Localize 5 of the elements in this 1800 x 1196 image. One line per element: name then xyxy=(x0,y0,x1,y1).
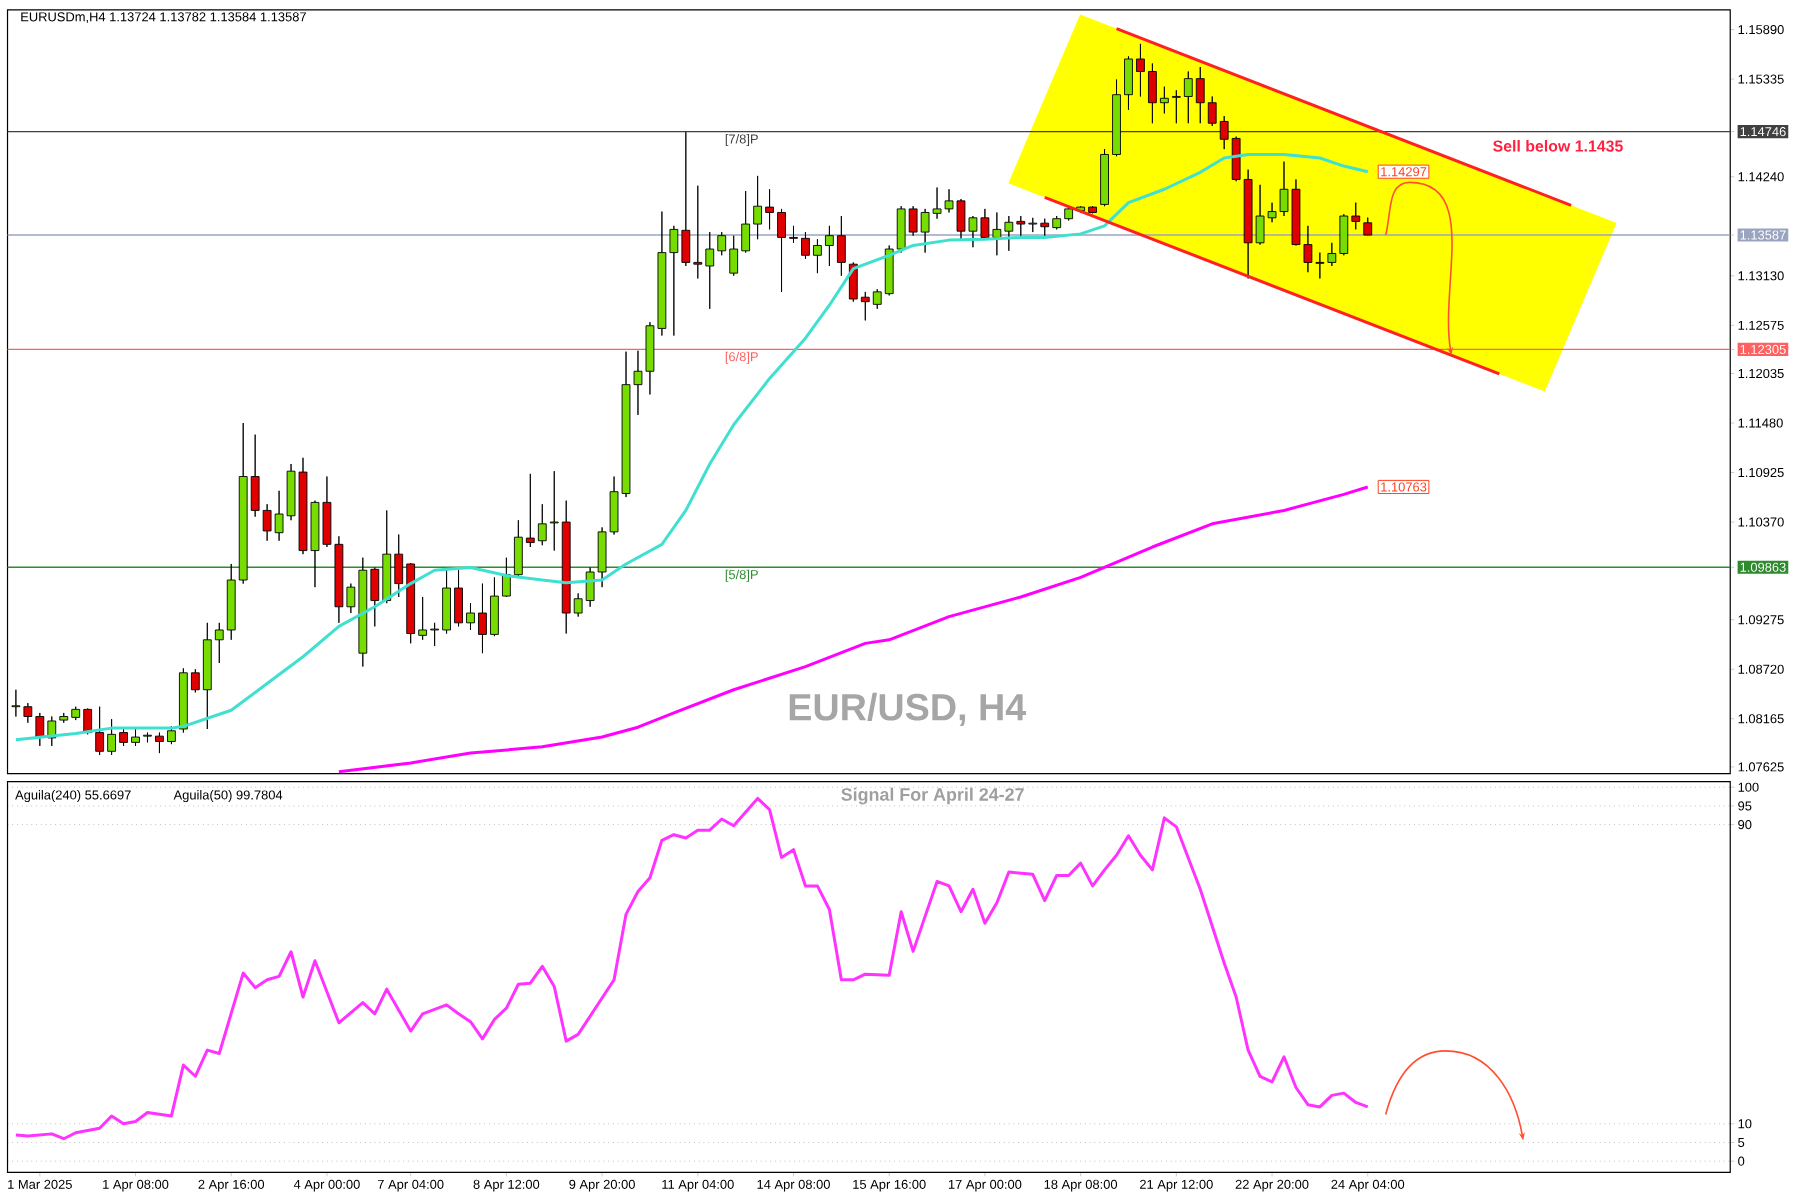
candlestick xyxy=(1363,217,1373,236)
annotation: EUR/USD, H4 xyxy=(789,692,1027,726)
line-series xyxy=(337,485,1370,774)
line-series xyxy=(14,152,1370,742)
annotation: Signal For April 24-27 xyxy=(841,787,1024,805)
